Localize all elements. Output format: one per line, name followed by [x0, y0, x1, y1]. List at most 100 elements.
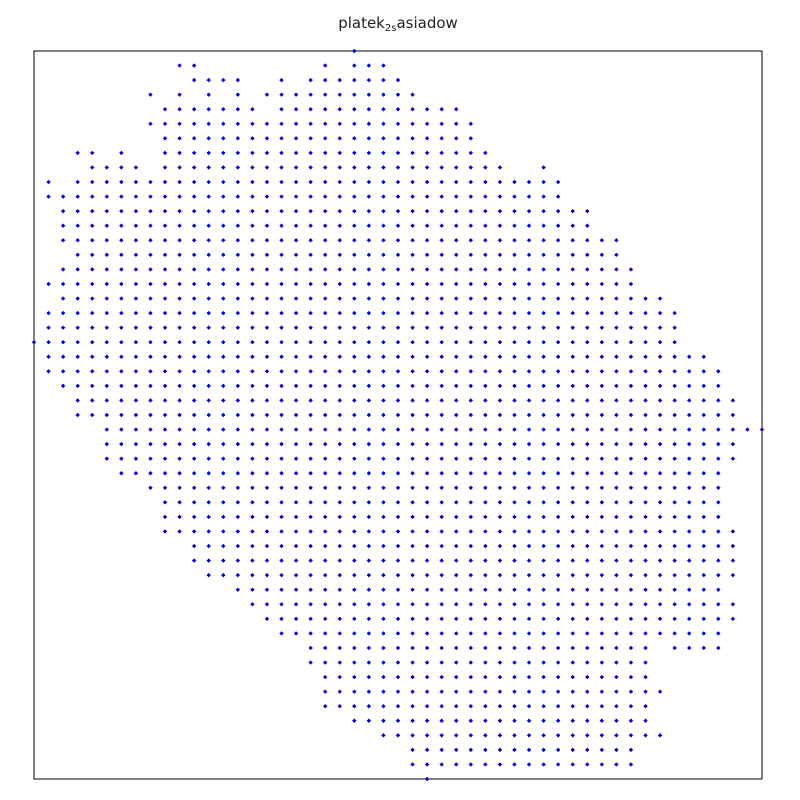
data-point [366, 616, 372, 622]
data-point [410, 674, 415, 680]
data-point [366, 558, 372, 563]
data-point [483, 208, 488, 214]
data-point [323, 704, 328, 709]
data-point [555, 704, 561, 709]
data-point [148, 179, 153, 185]
data-point [614, 383, 619, 389]
data-point [497, 179, 503, 185]
data-point [177, 529, 182, 534]
data-point [148, 441, 153, 447]
data-point [235, 456, 241, 461]
data-point [279, 456, 284, 461]
data-point [439, 704, 444, 709]
data-point [221, 412, 226, 418]
data-point [352, 704, 357, 709]
data-point [264, 267, 270, 272]
data-point [512, 747, 517, 753]
data-point [424, 179, 430, 185]
data-point [119, 441, 124, 447]
data-point [206, 383, 211, 389]
data-point [512, 485, 517, 490]
data-point [308, 383, 313, 389]
data-point [352, 456, 357, 461]
data-point [526, 456, 532, 461]
data-point [381, 587, 386, 592]
data-point [206, 485, 211, 490]
data-point [643, 718, 648, 723]
data-point [439, 310, 444, 316]
data-point [60, 310, 66, 316]
data-point [293, 340, 299, 345]
data-point [221, 514, 226, 520]
data-point [308, 558, 313, 563]
data-point [410, 107, 415, 112]
data-point [119, 179, 124, 185]
data-point [148, 354, 153, 359]
data-point [687, 572, 692, 578]
data-point [424, 572, 430, 578]
data-point [614, 398, 619, 403]
data-point [90, 165, 95, 170]
data-point [424, 558, 430, 563]
data-point [221, 121, 226, 126]
data-point [424, 645, 430, 651]
data-point [148, 281, 153, 287]
data-point [395, 500, 401, 505]
data-point [177, 223, 182, 228]
data-point [424, 281, 430, 287]
data-point [250, 456, 255, 461]
plot-frame [33, 50, 763, 780]
data-point [570, 471, 575, 476]
data-point [512, 704, 517, 709]
data-point [454, 500, 459, 505]
data-point [293, 252, 299, 258]
data-point [366, 514, 372, 520]
data-point [730, 412, 736, 418]
data-point [512, 383, 517, 389]
data-point [497, 558, 503, 563]
data-point [454, 747, 459, 753]
data-point [599, 718, 605, 723]
data-point [599, 689, 605, 694]
data-point [323, 208, 328, 214]
data-point [672, 383, 677, 389]
data-point [585, 208, 590, 214]
data-point [395, 733, 401, 738]
data-point [337, 121, 342, 126]
data-point [643, 704, 648, 709]
data-point [191, 63, 197, 68]
data-point [250, 398, 255, 403]
data-point [206, 223, 211, 228]
data-point [381, 645, 386, 651]
data-point [191, 194, 197, 199]
data-point [293, 179, 299, 185]
data-point [104, 354, 109, 359]
data-point [264, 456, 270, 461]
data-point [381, 718, 386, 723]
data-point [235, 296, 241, 301]
data-point [424, 631, 430, 636]
data-point [279, 281, 284, 287]
data-point [585, 645, 590, 651]
data-point [439, 150, 444, 156]
data-point [352, 223, 357, 228]
data-point [512, 762, 517, 767]
data-point [381, 412, 386, 418]
data-point [410, 398, 415, 403]
data-point [264, 558, 270, 563]
data-point [250, 602, 255, 607]
data-point [497, 427, 503, 432]
data-point [483, 296, 488, 301]
data-point [133, 208, 139, 214]
data-point [279, 558, 284, 563]
data-point [672, 412, 677, 418]
data-point [468, 485, 473, 490]
data-point [497, 165, 503, 170]
data-point [512, 456, 517, 461]
data-point [279, 471, 284, 476]
data-point [162, 136, 168, 141]
data-point [308, 412, 313, 418]
data-point [264, 310, 270, 316]
data-point [541, 325, 546, 330]
data-point [119, 223, 124, 228]
